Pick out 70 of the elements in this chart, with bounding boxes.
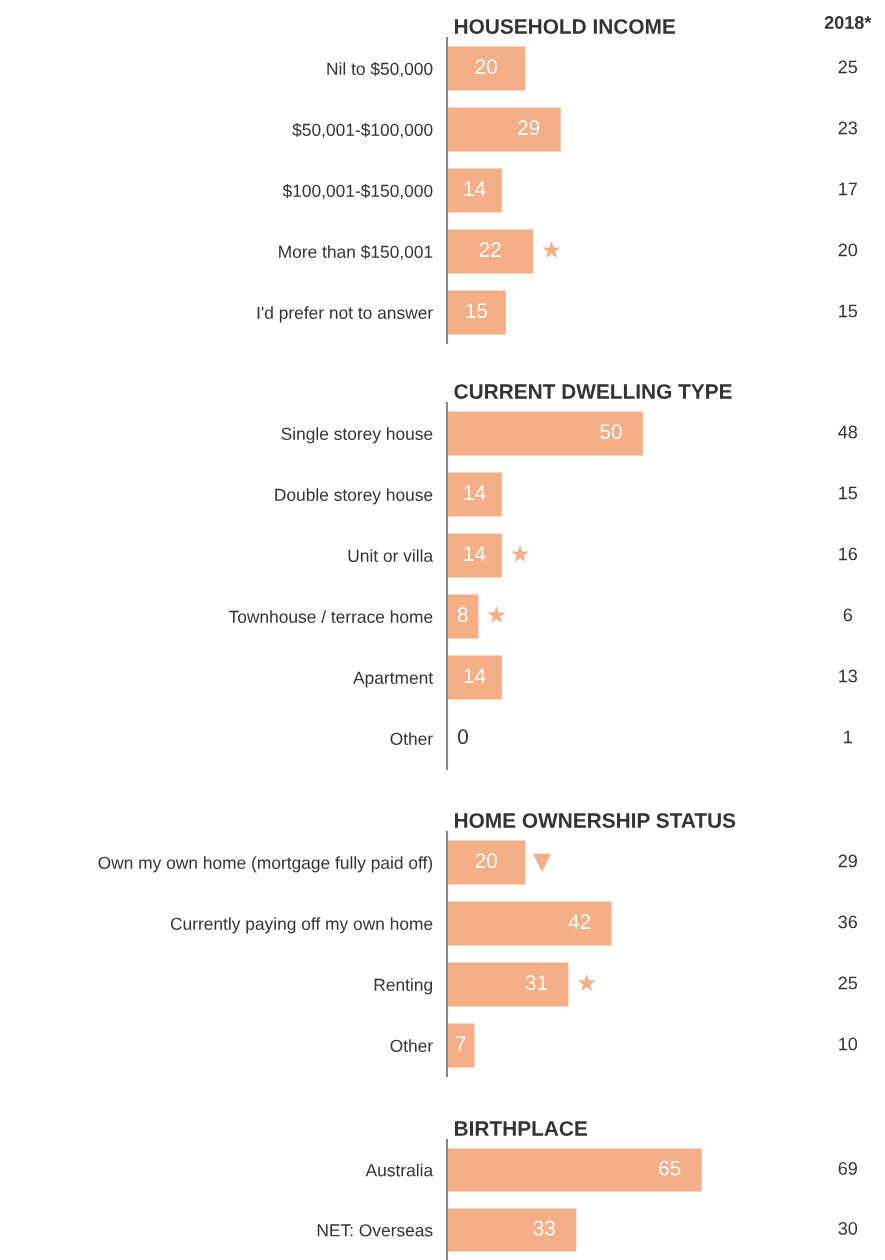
text: 30 (838, 1222, 858, 1235)
bar (447, 168, 502, 213)
y-tick-label: Renting (374, 978, 432, 995)
chart-title: HOME OWNERSHIP STATUS (454, 813, 736, 828)
data-label: 22 (479, 242, 501, 257)
text: 2018* (824, 16, 872, 29)
text: 15 (839, 304, 858, 318)
text: 23 (838, 121, 858, 135)
bar (447, 290, 506, 335)
text: 20 (838, 243, 858, 257)
chart-title: BIRTHPLACE (454, 1121, 588, 1136)
bar (447, 840, 526, 885)
data-label: 50 (600, 424, 622, 440)
data-label: 42 (568, 914, 591, 929)
data-label: 20 (475, 853, 497, 869)
data-label: 20 (475, 59, 497, 75)
text: 13 (839, 669, 858, 683)
chart-title: HOUSEHOLD INCOME (454, 19, 675, 34)
chart-title: CURRENT DWELLING TYPE (454, 384, 732, 399)
text: 69 (838, 1162, 857, 1175)
text: 10 (839, 1037, 858, 1051)
text: 15 (839, 486, 858, 500)
y-tick-label: $100,001-$150,000 (282, 183, 433, 200)
y-tick-label: I'd prefer not to answer (257, 306, 433, 323)
annotation: ★ (577, 973, 596, 992)
text: 1 (844, 730, 852, 744)
bar (447, 46, 526, 91)
y-tick-label: Single storey house (281, 427, 433, 444)
annotation: ★ (511, 544, 530, 563)
data-label: 65 (659, 1160, 681, 1176)
text: 25 (838, 60, 858, 74)
text: 6 (843, 608, 852, 622)
text: 16 (839, 547, 858, 561)
bar (447, 229, 534, 274)
y-tick-label: More than $150,001 (279, 244, 433, 261)
data-label: 14 (464, 546, 486, 561)
annotation: ★ (487, 605, 506, 624)
bar (447, 901, 612, 946)
text: 17 (839, 182, 857, 196)
y-tick-label: Townhouse / terrace home (228, 610, 433, 623)
y-tick-label: $50,001-$100,000 (292, 122, 433, 139)
y-tick-label: Own my own home (mortgage fully paid off) (98, 856, 433, 873)
data-label: 33 (533, 1220, 555, 1236)
y-tick-label: Currently paying off my own home (170, 917, 433, 934)
data-label: 8 (457, 607, 468, 623)
text: 48 (838, 425, 858, 439)
y-tick-label: NET: Overseas (317, 1224, 433, 1237)
text: 25 (838, 976, 858, 990)
data-label: 29 (518, 120, 540, 136)
y-tick-label: Double storey house (275, 488, 433, 505)
bar (447, 1023, 475, 1068)
annotation: ★ (542, 240, 561, 259)
data-label: 7 (455, 1036, 466, 1051)
data-label: 15 (466, 303, 488, 319)
y-tick-label: Apartment (353, 671, 433, 688)
data-label: 31 (525, 975, 548, 991)
y-tick-label: Unit or villa (348, 549, 434, 562)
y-tick-label: Australia (365, 1163, 434, 1177)
data-label: 0 (458, 729, 468, 745)
data-label: 14 (464, 485, 486, 500)
bar (447, 962, 569, 1007)
text: 36 (838, 915, 858, 929)
bar (447, 107, 561, 152)
data-label: 14 (464, 181, 486, 196)
y-tick-label: Nil to $50,000 (327, 61, 433, 78)
text: 29 (838, 854, 857, 868)
y-tick-label: Other (390, 732, 433, 745)
y-tick-label: Other (390, 1039, 433, 1052)
data-label: 14 (464, 668, 486, 683)
annotation: ▼ (533, 853, 552, 872)
